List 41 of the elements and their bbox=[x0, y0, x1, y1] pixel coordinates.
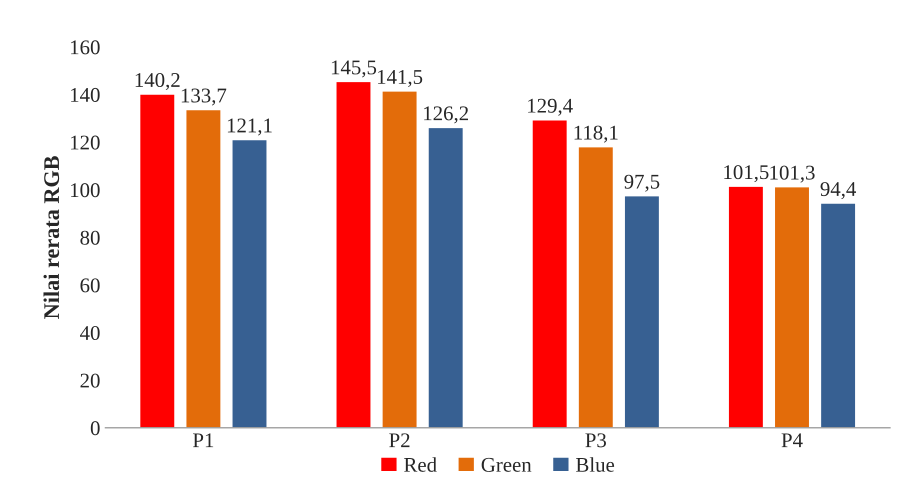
bar bbox=[624, 195, 660, 428]
bar bbox=[138, 93, 176, 428]
y-tick-label: 60 bbox=[80, 278, 100, 292]
legend-label: Blue bbox=[576, 457, 614, 472]
bar bbox=[427, 126, 464, 428]
bar bbox=[185, 108, 222, 428]
y-tick-label: 100 bbox=[71, 183, 100, 198]
data-label: 121,1 bbox=[228, 118, 272, 136]
bar bbox=[728, 185, 764, 428]
y-tick-label: 120 bbox=[71, 136, 100, 150]
x-tick-label: P1 bbox=[193, 433, 214, 448]
y-tick-label: 80 bbox=[80, 230, 100, 245]
x-tick-label: P3 bbox=[585, 433, 606, 448]
bar bbox=[531, 119, 568, 428]
bar bbox=[820, 202, 856, 428]
data-label: 101,3 bbox=[770, 166, 815, 183]
legend-label: Green bbox=[482, 458, 532, 472]
bar bbox=[774, 186, 810, 428]
bar bbox=[577, 146, 614, 428]
data-label: 126,2 bbox=[424, 106, 468, 124]
y-tick-label: 140 bbox=[71, 88, 100, 102]
data-label: 129,4 bbox=[528, 98, 573, 116]
x-tick-label: P4 bbox=[782, 433, 803, 448]
data-label: 94,4 bbox=[820, 182, 856, 200]
bar bbox=[381, 90, 418, 428]
y-tick-label: 20 bbox=[80, 374, 100, 388]
y-tick-label: 0 bbox=[90, 421, 100, 436]
x-tick-label: P2 bbox=[389, 433, 410, 448]
data-label: 141,5 bbox=[378, 70, 422, 87]
y-axis-title: Nilai rerata RGB bbox=[43, 156, 60, 319]
data-label: 133,7 bbox=[182, 88, 226, 106]
data-label: 118,1 bbox=[574, 126, 618, 143]
data-label: 140,2 bbox=[136, 72, 180, 90]
data-label: 101,5 bbox=[724, 165, 769, 182]
data-label: 145,5 bbox=[332, 60, 376, 78]
y-tick-label: 40 bbox=[80, 326, 100, 340]
legend-label: Red bbox=[404, 457, 437, 472]
bar bbox=[231, 138, 268, 428]
y-tick-label: 160 bbox=[71, 40, 100, 54]
bar bbox=[335, 80, 372, 428]
data-label: 97,5 bbox=[624, 174, 660, 192]
